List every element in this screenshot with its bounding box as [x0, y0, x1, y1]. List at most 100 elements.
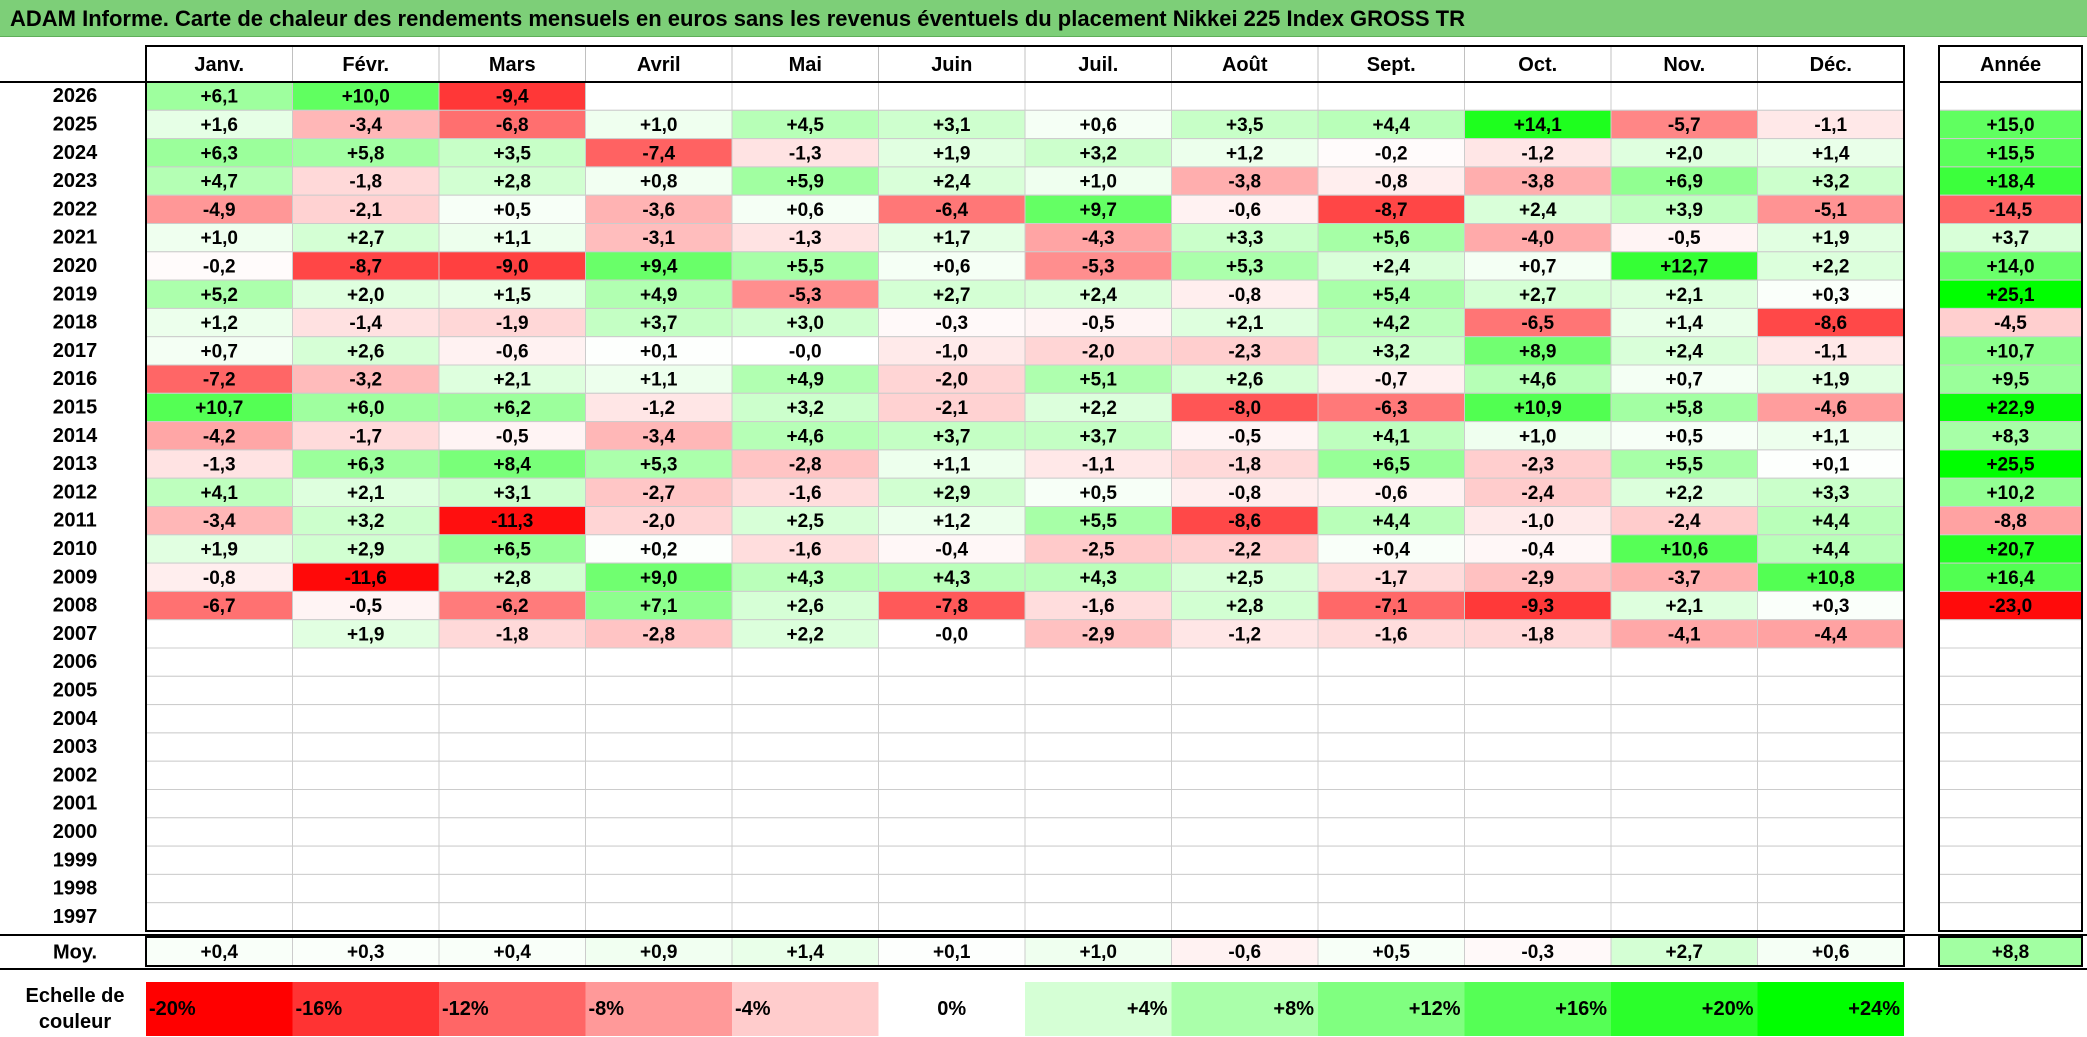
- heatmap-cell: [878, 506, 1026, 536]
- year-header-cell: [1938, 45, 2083, 83]
- annual-cell: [1938, 166, 2083, 196]
- heatmap-value: -2,7: [642, 483, 675, 504]
- heatmap-cell: [1024, 477, 1172, 508]
- heatmap-value: +2,8: [1226, 596, 1264, 617]
- average-value: +0,5: [1372, 942, 1410, 963]
- heatmap-value: -5,7: [1668, 115, 1701, 136]
- heatmap-cell: [1610, 166, 1758, 196]
- heatmap-value: +5,3: [640, 455, 678, 476]
- heatmap-value: +5,2: [200, 285, 238, 306]
- heatmap-value: +3,1: [933, 115, 971, 136]
- heatmap-cell: [1757, 138, 1905, 168]
- heatmap-cell: [1024, 166, 1172, 196]
- heatmap-cell: [731, 873, 879, 904]
- heatmap-cell: [1317, 307, 1465, 338]
- heatmap-cell: [731, 619, 879, 649]
- heatmap-cell: [438, 392, 586, 423]
- heatmap-value: -1,1: [1082, 455, 1115, 476]
- heatmap-cell: [1464, 534, 1612, 564]
- heatmap-cell: [292, 477, 440, 508]
- heatmap-value: +2,2: [1665, 483, 1703, 504]
- month-header-cell: [878, 45, 1026, 83]
- heatmap-value: -0,5: [1668, 228, 1701, 249]
- heatmap-value: -3,6: [642, 200, 675, 221]
- scale-swatch: [878, 982, 1025, 1036]
- heatmap-value: +4,9: [640, 285, 678, 306]
- heatmap-cell: [1024, 817, 1172, 847]
- heatmap-cell: [585, 307, 733, 338]
- heatmap-value: +3,7: [1079, 426, 1117, 447]
- heatmap-value: +2,2: [786, 624, 824, 645]
- heatmap-value: +2,5: [786, 511, 824, 532]
- heatmap-cell: [1171, 562, 1319, 592]
- annual-cell: [1938, 421, 2083, 451]
- heatmap-value: +1,9: [200, 539, 238, 560]
- heatmap-value: -0,6: [496, 341, 529, 362]
- heatmap-value: -2,0: [935, 370, 968, 391]
- heatmap-value: +4,9: [786, 370, 824, 391]
- heatmap-cell: [1171, 902, 1319, 932]
- heatmap-value: +3,7: [640, 313, 678, 334]
- heatmap-value: +9,0: [640, 568, 678, 589]
- heatmap-cell: [1757, 166, 1905, 196]
- average-value: +0,6: [1812, 942, 1850, 963]
- heatmap-value: +0,5: [1079, 483, 1117, 504]
- heatmap-cell: [1610, 902, 1758, 932]
- heatmap-value: +2,7: [347, 228, 385, 249]
- annual-cell: [1938, 562, 2083, 592]
- year-label-2008: 2008: [53, 595, 98, 617]
- heatmap-cell: [1464, 704, 1612, 734]
- heatmap-cell: [1464, 81, 1612, 111]
- heatmap-value: -0,4: [935, 539, 968, 560]
- heatmap-cell: [1171, 138, 1319, 168]
- heatmap-cell: [1024, 704, 1172, 734]
- heatmap-cell: [1317, 392, 1465, 423]
- heatmap-cell: [731, 109, 879, 140]
- annual-cell: [1938, 647, 2083, 677]
- heatmap-value: +2,4: [933, 172, 971, 193]
- heatmap-cell: [1757, 647, 1905, 677]
- heatmap-value: +2,7: [933, 285, 971, 306]
- scale-swatch: [292, 982, 439, 1036]
- month-header-2: Mars: [489, 54, 536, 76]
- heatmap-value: +6,0: [347, 398, 385, 419]
- heatmap-value: -3,4: [349, 115, 382, 136]
- year-label-2010: 2010: [53, 538, 98, 560]
- annual-cell: [1938, 109, 2083, 140]
- heatmap-value: -0,4: [1521, 539, 1554, 560]
- heatmap-value: -1,0: [935, 341, 968, 362]
- annual-value: +3,7: [1992, 228, 2030, 249]
- heatmap-cell: [145, 477, 293, 508]
- heatmap-cell: [585, 81, 733, 111]
- annual-value: +15,0: [1986, 115, 2034, 136]
- heatmap-value: -1,6: [1375, 624, 1408, 645]
- heatmap-value: +1,6: [200, 115, 238, 136]
- heatmap-cell: [292, 704, 440, 734]
- heatmap-cell: [1317, 223, 1465, 253]
- heatmap-cell: [878, 449, 1026, 479]
- heatmap-cell: [1171, 336, 1319, 366]
- heatmap-value: +0,6: [1079, 115, 1117, 136]
- heatmap-cell: [1464, 109, 1612, 140]
- scale-label-line2: couleur: [39, 1011, 111, 1033]
- heatmap-cell: [1171, 732, 1319, 762]
- heatmap-cell: [438, 675, 586, 706]
- heatmap-cell: [731, 562, 879, 592]
- month-header-cell: [1464, 45, 1612, 83]
- heatmap-value: +2,4: [1665, 341, 1703, 362]
- heatmap-cell: [1171, 166, 1319, 196]
- heatmap-value: +2,9: [933, 483, 971, 504]
- heatmap-cell: [585, 477, 733, 508]
- heatmap-value: +6,9: [1665, 172, 1703, 193]
- annual-value: +22,9: [1986, 398, 2034, 419]
- heatmap-value: +14,1: [1514, 115, 1563, 136]
- heatmap-value: +1,7: [933, 228, 971, 249]
- average-cell: [1610, 936, 1758, 967]
- heatmap-cell: [585, 534, 733, 564]
- scale-label: -20%: [149, 998, 196, 1020]
- heatmap-cell: [438, 279, 586, 309]
- scale-label: 0%: [937, 998, 966, 1020]
- heatmap-cell: [292, 817, 440, 847]
- heatmap-value: +9,7: [1079, 200, 1117, 221]
